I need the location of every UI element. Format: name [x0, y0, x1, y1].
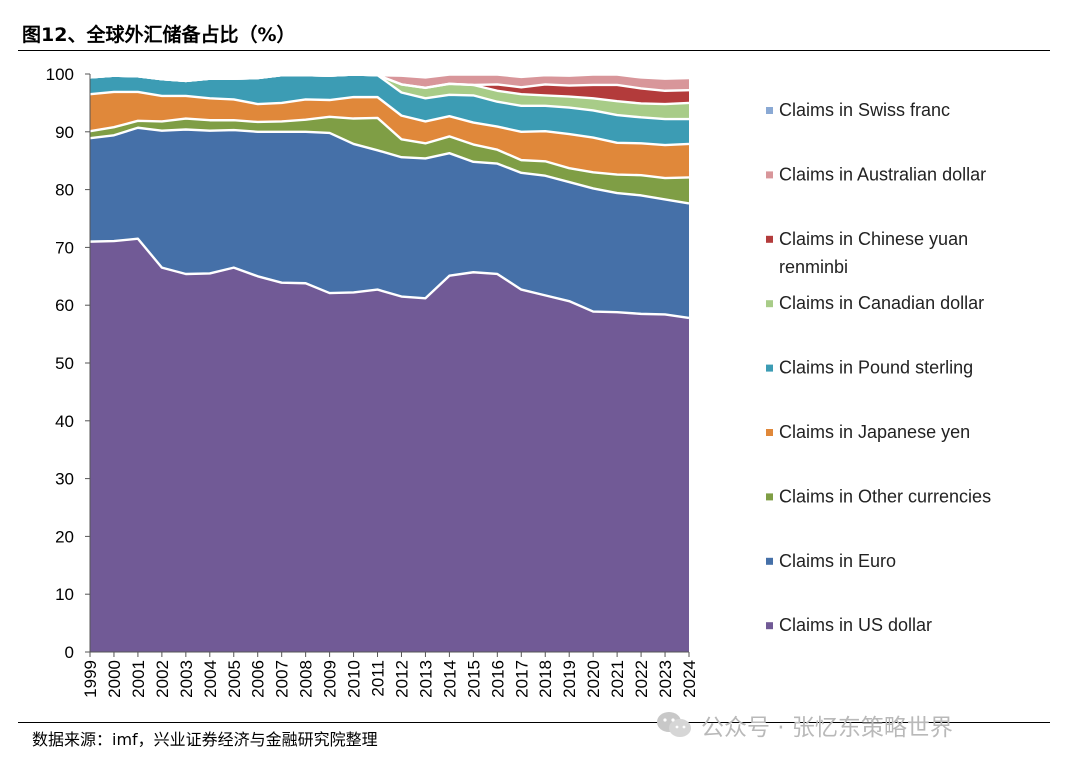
x-tick-label: 2022	[632, 660, 651, 698]
x-tick-label: 2000	[105, 660, 124, 698]
x-tick-label: 2006	[249, 660, 268, 698]
x-tick-label: 2024	[680, 660, 699, 698]
area-claims-in-japanese-yen	[90, 91, 689, 179]
legend-label: Claims in Canadian dollar	[779, 293, 984, 313]
x-tick-label: 2021	[608, 660, 627, 698]
x-tick-label: 2016	[488, 660, 507, 698]
x-tick-label: 2019	[560, 660, 579, 698]
x-tick-label: 2003	[177, 660, 196, 698]
x-tick-label: 2014	[440, 660, 459, 698]
y-tick-label: 50	[55, 354, 74, 373]
source-note: 数据来源：imf，兴业证券经济与金融研究院整理	[32, 730, 378, 749]
legend-item-claims-in-chinese-yuan-renminbi: Claims in Chinese yuan renminbi	[766, 229, 968, 277]
legend-label: Claims in Australian dollar	[779, 164, 986, 184]
legend-item-claims-in-pound-sterling: Claims in Pound sterling	[766, 358, 973, 378]
y-tick-label: 20	[55, 527, 74, 546]
x-tick-label: 2001	[129, 660, 148, 698]
legend-label: Claims in Euro	[779, 551, 896, 571]
source-divider	[18, 722, 1050, 723]
area-claims-in-us-dollar	[90, 238, 689, 653]
legend-swatch	[766, 622, 773, 630]
x-tick-label: 1999	[81, 660, 100, 698]
stacked-area-chart: 0 10 20 30 40 50 60 70 80 90 100 1999 2000 2001 2002 20…	[46, 65, 991, 698]
legend-swatch	[766, 364, 773, 372]
x-tick-label: 2007	[273, 660, 292, 698]
boundary-claims-in-us-dollar	[89, 237, 690, 320]
x-tick-label: 2008	[297, 660, 316, 698]
legend-swatch	[766, 107, 773, 114]
legend-label: Claims in Pound sterling	[779, 358, 973, 378]
x-tick-label: 2005	[225, 660, 244, 698]
x-tick-label: 2004	[201, 660, 220, 698]
legend-swatch	[766, 300, 773, 308]
legend-swatch	[766, 429, 773, 436]
area-claims-in-other-currencies	[90, 116, 689, 204]
wechat-icon	[657, 712, 691, 737]
legend-item-claims-in-canadian-dollar: Claims in Canadian dollar	[766, 293, 984, 313]
boundary-claims-in-japanese-yen	[89, 90, 690, 147]
watermark: 公众号 · 张忆东策略世界	[655, 708, 953, 742]
legend-item-claims-in-swiss-franc: Claims in Swiss franc	[766, 100, 950, 120]
y-tick-label: 10	[55, 585, 74, 604]
x-tick-label: 2018	[536, 660, 555, 698]
boundary-claims-in-other-currencies	[89, 115, 690, 180]
chart-areas	[89, 71, 690, 653]
legend-label: Claims in Chinese yuan renminbi	[779, 229, 968, 277]
x-tick-label: 2023	[656, 660, 675, 698]
watermark-text: 公众号 · 张忆东策略世界	[701, 715, 953, 741]
area-claims-in-australian-dollar	[90, 74, 689, 91]
legend-label-line: renminbi	[779, 257, 848, 277]
legend-swatch	[766, 171, 773, 179]
y-tick-label: 100	[46, 65, 74, 84]
legend-item-claims-in-other-currencies: Claims in Other currencies	[766, 486, 991, 506]
area-claims-in-pound-sterling	[90, 74, 689, 146]
x-tick-label: 2015	[464, 660, 483, 698]
x-tick-label: 2009	[321, 660, 340, 698]
y-tick-label: 40	[55, 412, 74, 431]
legend-label: Claims in Swiss franc	[779, 100, 950, 120]
x-tick-label: 2020	[584, 660, 603, 698]
legend-swatch	[766, 493, 773, 501]
y-tick-label: 70	[55, 238, 74, 257]
boundary-claims-in-swiss-franc	[89, 71, 690, 81]
boundary-claims-in-euro	[89, 126, 690, 205]
title-divider	[18, 50, 1050, 51]
y-tick-label: 30	[55, 470, 74, 489]
area-claims-in-chinese-yuan-renminbi	[90, 74, 689, 105]
legend-label: Claims in US dollar	[779, 615, 932, 635]
x-tick-label: 2010	[345, 660, 364, 698]
legend-label: Claims in Japanese yen	[779, 422, 970, 442]
x-tick-label: 2013	[416, 660, 435, 698]
x-tick-label: 2002	[153, 660, 172, 698]
y-tick-label: 90	[55, 123, 74, 142]
legend-swatch	[766, 235, 773, 243]
legend-label-line: Claims in Chinese yuan	[779, 229, 968, 249]
chart-legend: Claims in Swiss franc Claims in Australia…	[766, 100, 991, 635]
legend-item-claims-in-australian-dollar: Claims in Australian dollar	[766, 164, 986, 184]
x-tick-label: 2017	[512, 660, 531, 698]
legend-item-claims-in-us-dollar: Claims in US dollar	[766, 615, 932, 635]
legend-item-claims-in-japanese-yen: Claims in Japanese yen	[766, 422, 970, 442]
y-tick-label: 0	[65, 643, 74, 662]
y-tick-label: 80	[55, 181, 74, 200]
chart-axes: 0 10 20 30 40 50 60 70 80 90 100 1999 2000 2001 2002 20…	[46, 65, 699, 698]
y-tick-label: 60	[55, 296, 74, 315]
figure-title: 图12、全球外汇储备占比（%）	[22, 24, 296, 46]
legend-item-claims-in-euro: Claims in Euro	[766, 551, 896, 571]
legend-label: Claims in Other currencies	[779, 486, 991, 506]
legend-swatch	[766, 557, 773, 565]
x-tick-label: 2011	[369, 660, 388, 697]
x-tick-label: 2012	[392, 660, 411, 698]
